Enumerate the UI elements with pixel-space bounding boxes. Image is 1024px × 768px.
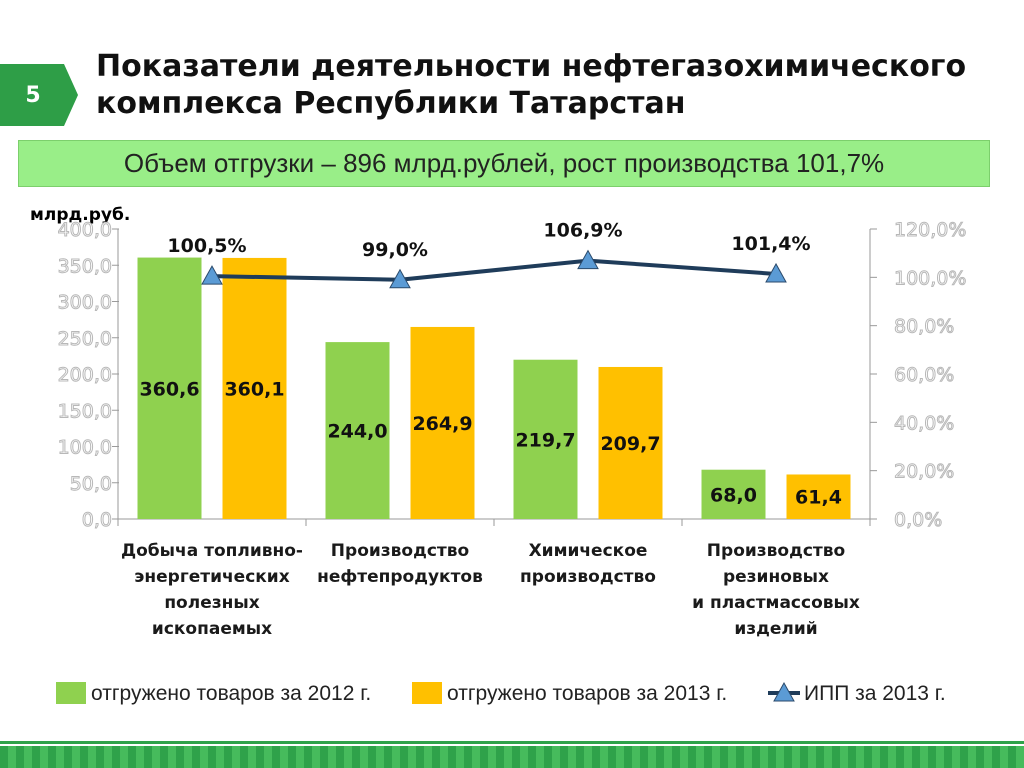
legend-swatch-2012 [56, 682, 86, 704]
chart: млрд.руб. 0,0 50,0 100,0 150,0 200,0 250,0 300,… [30, 205, 967, 705]
legend-label-ipp: ИПП за 2013 г. [804, 682, 946, 705]
bar-data-label: 61,4 [795, 487, 842, 509]
bar-data-label: 264,9 [412, 413, 472, 435]
legend-swatch-2013 [412, 682, 442, 704]
ipp-marker [577, 249, 599, 270]
ipp-data-label: 100,5% [167, 235, 246, 257]
y-right-tick-label: 0,0% [894, 509, 942, 531]
x-category-label: производство [520, 567, 656, 587]
slide-number: 5 [25, 82, 41, 108]
x-category-label: ископаемых [152, 619, 272, 639]
y-left-tick-label: 200,0 [58, 364, 112, 386]
legend-label-2012: отгружено товаров за 2012 г. [91, 682, 371, 705]
bar-2013 [222, 257, 287, 519]
ipp-data-label: 99,0% [362, 239, 428, 261]
x-category-label: Производство [331, 541, 469, 561]
y-left-tick-label: 50,0 [70, 473, 112, 495]
legend-marker-ipp [773, 681, 795, 702]
y-right-tick-label: 100,0% [894, 267, 966, 289]
subtitle-banner: Объем отгрузки – 896 млрд.рублей, рост п… [18, 140, 990, 187]
slide-title: Показатели деятельности нефтегазохимичес… [96, 49, 967, 121]
bar-data-label: 360,1 [224, 378, 284, 400]
bar-2013 [410, 326, 475, 519]
slide-number-badge [0, 64, 78, 126]
x-category-label: полезных [164, 593, 259, 613]
bar-data-label: 68,0 [710, 484, 757, 506]
bar-data-label: 219,7 [515, 429, 575, 451]
ipp-data-label: 106,9% [543, 220, 622, 242]
bar-data-label: 209,7 [600, 433, 660, 455]
x-category-label: резиновых [723, 567, 829, 587]
legend-label-2013: отгружено товаров за 2013 г. [447, 682, 727, 705]
y-right-tick-label: 40,0% [894, 412, 954, 434]
bar-2012 [325, 342, 390, 519]
x-category-label: нефтепродуктов [317, 567, 483, 587]
bar-2012 [513, 359, 578, 519]
ipp-marker [389, 268, 411, 289]
ipp-marker [201, 265, 223, 285]
bar-2012 [137, 257, 202, 519]
bar-data-label: 244,0 [327, 421, 387, 443]
y-left-tick-label: 150,0 [58, 400, 112, 422]
y-left-tick-label: 100,0 [58, 437, 112, 459]
x-category-label: Химическое [529, 541, 648, 561]
subtitle-text: Объем отгрузки – 896 млрд.рублей, рост п… [123, 148, 885, 178]
x-category-label: Производство [707, 541, 845, 561]
y-left-tick-label: 300,0 [58, 292, 112, 314]
ipp-line [211, 258, 777, 282]
bar-data-label: 360,6 [139, 378, 199, 400]
ipp-marker [765, 262, 787, 283]
bar-2013 [598, 366, 663, 519]
y-left-tick-label: 250,0 [58, 328, 112, 350]
y-axis-unit-label: млрд.руб. [30, 205, 130, 225]
y-right-tick-label: 120,0% [894, 219, 966, 241]
footer-bar [0, 746, 1024, 768]
y-right-tick-label: 60,0% [894, 364, 954, 386]
x-category-label: Добыча топливно- [121, 541, 303, 561]
x-category-label: и пластмассовых [692, 593, 860, 613]
ipp-data-label: 101,4% [731, 233, 810, 255]
footer-line [0, 741, 1024, 744]
x-category-label: энергетических [134, 567, 289, 587]
y-left-tick-label: 350,0 [58, 255, 112, 277]
x-category-label: изделий [734, 619, 817, 639]
y-left-tick-label: 400,0 [58, 219, 112, 241]
y-left-tick-label: 0,0 [82, 509, 112, 531]
y-right-tick-label: 20,0% [894, 461, 954, 483]
bar-2012 [701, 469, 766, 519]
bar-2013 [786, 474, 851, 519]
y-right-tick-label: 80,0% [894, 316, 954, 338]
